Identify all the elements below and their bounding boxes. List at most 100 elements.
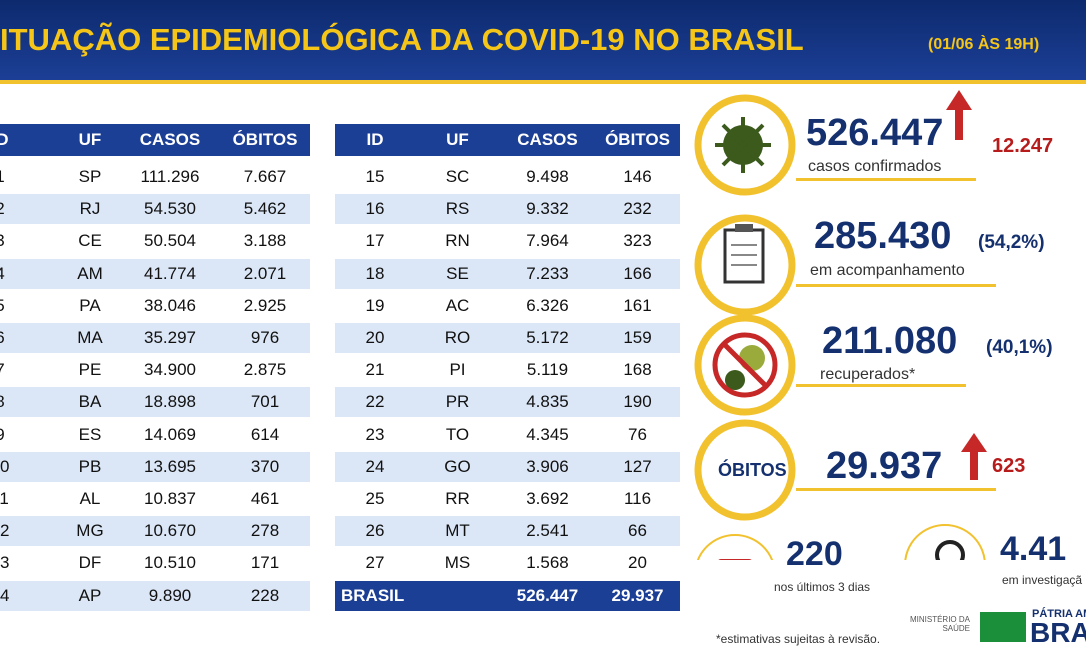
column-header: ID [366, 130, 384, 149]
table-cell: 13 [0, 553, 10, 573]
table-cell: 127 [623, 456, 652, 476]
row-bg [0, 258, 310, 289]
investigation-value: 4.41 [1000, 530, 1067, 568]
row-bg [0, 516, 310, 547]
column-header: CASOS [139, 130, 201, 149]
table-cell: 2 [0, 193, 20, 225]
calendar-number: 3 [731, 570, 739, 582]
table-cell: 614 [250, 424, 280, 444]
deaths-value: 29.937 [826, 445, 943, 487]
table-cell: MT [445, 521, 470, 541]
table-cell: RJ [79, 199, 101, 219]
table-cell: RN [445, 231, 470, 251]
row-bg [0, 580, 310, 611]
table-cell: 116 [623, 489, 652, 508]
table-cell: 5.119 [526, 360, 569, 380]
row-bg [335, 516, 680, 547]
table-cell: 4.345 [526, 424, 569, 444]
underline [796, 178, 976, 181]
table-cell: BA [78, 392, 102, 412]
table-cell: 7.233 [526, 263, 569, 283]
row-bg [0, 484, 310, 514]
column-header: ID [0, 130, 9, 149]
table-cell: 701 [250, 392, 280, 412]
table-cell: 3.906 [526, 456, 569, 476]
row-bg [335, 226, 680, 257]
table-cell: 38.046 [144, 295, 196, 315]
table-cell: 370 [250, 456, 280, 476]
row-bg [335, 258, 680, 289]
row-bg [335, 194, 680, 225]
table-cell: ES [78, 424, 102, 444]
recent-label: nos últimos 3 dias [774, 580, 871, 594]
row-bg [0, 548, 310, 579]
column-header: CASOS [517, 130, 578, 149]
table-cell: 20 [365, 328, 385, 347]
table-cell: 19 [365, 295, 385, 315]
table-cell: 2.925 [243, 295, 287, 315]
deaths-title: ÓBITOS [718, 460, 787, 480]
table-cell: 2.875 [243, 360, 287, 380]
deaths-increase: 623 [992, 455, 1026, 477]
table-cell: 6.326 [526, 295, 569, 315]
table-cell: 14.069 [144, 424, 196, 444]
table-cell: 34.900 [144, 360, 196, 380]
table-cell: 190 [623, 392, 652, 412]
table-cell: 7.964 [526, 231, 569, 251]
table-cell: MG [76, 521, 104, 541]
table-cell: 25 [365, 489, 385, 508]
row-bg [0, 194, 310, 225]
row-bg [0, 226, 310, 257]
table-cell: 41.774 [144, 263, 196, 283]
table-header-bg [0, 124, 310, 156]
table-cell: RO [444, 328, 471, 347]
table-cell: 323 [623, 231, 652, 251]
table-cell: 76 [628, 424, 647, 444]
column-header: ÓBITOS [605, 130, 670, 149]
ministry: MINISTÉRIO DA SAÚDE [909, 615, 970, 633]
icons [694, 90, 987, 560]
table-cell: AM [77, 263, 103, 283]
table-cell: 6 [0, 322, 20, 354]
row-bg [0, 419, 310, 450]
row-bg [335, 387, 680, 418]
table-cell: GO [444, 456, 471, 476]
table-cell: 7 [0, 354, 20, 386]
table-cell: 168 [623, 360, 652, 380]
monitoring-label: em acompanhamento [810, 262, 965, 279]
table-cell: 232 [623, 199, 652, 219]
total-bg [335, 580, 680, 611]
table-cell: MA [77, 328, 103, 347]
table-cell: 11 [0, 489, 9, 508]
table-cell: 13.695 [144, 456, 196, 476]
table-cell: PR [445, 392, 470, 412]
table-cell: 3.188 [243, 231, 287, 251]
underline [796, 384, 966, 387]
table-cell: AP [78, 585, 102, 605]
table-cell: 111.296 [140, 167, 200, 186]
table-cell: 10 [0, 456, 10, 476]
table-cell: 18 [365, 263, 385, 283]
table-cell: 3.692 [526, 489, 569, 508]
table-cell: TO [445, 424, 470, 444]
table-cell: 159 [623, 328, 652, 347]
table-cell: 1 [0, 161, 20, 193]
title: ITUAÇÃO EPIDEMIOLÓGICA DA COVID-19 NO BR… [0, 22, 804, 57]
table-cell: 18.898 [144, 392, 196, 412]
total-deaths: 29.937 [611, 585, 664, 605]
flag-logo [980, 612, 1026, 642]
total-cases: 526.447 [516, 585, 579, 605]
table-cell: PI [449, 360, 466, 380]
table-cell: 5 [0, 290, 20, 322]
table-cell: 146 [623, 167, 652, 186]
table-cell: SC [445, 167, 470, 186]
confirmed-increase: 12.247 [992, 135, 1054, 157]
table-cell: SE [446, 263, 469, 283]
table-cell: 9.498 [526, 167, 569, 186]
table-cell: 278 [250, 521, 280, 541]
table-cell: 228 [250, 585, 280, 605]
total-label: BRASIL [341, 585, 405, 605]
table-cell: DF [78, 553, 102, 573]
table-cell: CE [78, 231, 102, 251]
table-cell: 9 [0, 419, 20, 451]
